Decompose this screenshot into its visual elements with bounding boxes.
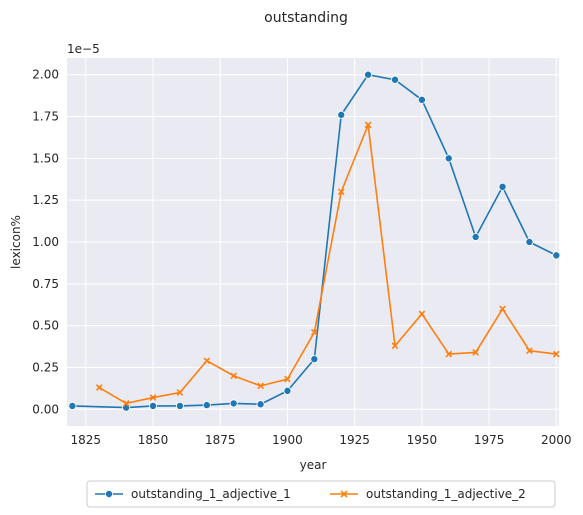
- data-point-2: [284, 375, 291, 383]
- data-point-2: [176, 389, 184, 396]
- data-point-1: [498, 182, 507, 191]
- data-point-1: [175, 401, 184, 410]
- y-tick-label: 1.25: [32, 193, 59, 207]
- data-point-1: [337, 110, 346, 119]
- data-point-2: [122, 400, 130, 407]
- data-point-1: [471, 232, 480, 241]
- y-tick-label: 1.75: [32, 110, 59, 124]
- data-point-2: [337, 188, 345, 196]
- data-point-1: [256, 400, 265, 409]
- y-tick-label: 1.00: [32, 235, 59, 249]
- data-point-2: [526, 347, 533, 355]
- grid: [67, 58, 559, 426]
- data-point-1: [229, 399, 238, 408]
- y-tick-label: 2.00: [32, 68, 59, 82]
- legend-box: [86, 480, 556, 508]
- legend-label-1: outstanding_1_adjective_1: [131, 487, 291, 501]
- y-tick-label: 0.25: [32, 360, 59, 374]
- data-point-2: [203, 357, 211, 365]
- data-point-1: [310, 355, 319, 364]
- series-layer: [68, 70, 561, 412]
- data-point-1: [364, 70, 373, 79]
- y-tick-label: 0.00: [32, 402, 59, 416]
- x-tick-label: 1925: [339, 433, 370, 447]
- data-point-2: [149, 394, 157, 401]
- x-tick-label: 1900: [272, 433, 303, 447]
- data-point-2: [95, 384, 103, 391]
- data-point-2: [552, 350, 560, 358]
- x-tick-label: 1850: [138, 433, 169, 447]
- y-axis-label: lexicon%: [9, 215, 23, 269]
- legend-label-2: outstanding_1_adjective_2: [366, 487, 526, 501]
- data-point-1: [68, 401, 77, 410]
- series-line-1: [72, 73, 557, 409]
- legend-marker-x-icon: [340, 490, 348, 498]
- legend-marker-circle-icon: [105, 489, 114, 498]
- y-tick-label: 1.50: [32, 151, 59, 165]
- data-point-2: [445, 350, 453, 358]
- x-axis-ticks: 1825 1850 1875 1900 1925 1950 1975 2000: [71, 433, 572, 447]
- data-point-2: [364, 121, 372, 129]
- data-point-2: [230, 372, 238, 380]
- data-point-1: [149, 401, 158, 410]
- x-axis-label: year: [300, 458, 327, 472]
- data-point-1: [283, 386, 292, 395]
- data-point-1: [552, 251, 561, 260]
- data-point-2: [499, 305, 506, 313]
- data-point-2: [257, 382, 264, 390]
- data-point-1: [525, 237, 534, 246]
- data-point-2: [391, 342, 399, 350]
- x-tick-label: 1875: [205, 433, 236, 447]
- data-point-2: [418, 310, 426, 318]
- series-line-2: [98, 124, 557, 405]
- chart-title: outstanding: [264, 10, 348, 26]
- data-point-1: [202, 401, 211, 410]
- x-tick-label: 1825: [71, 433, 102, 447]
- legend: outstanding_1_adjective_1 outstanding_1_…: [86, 480, 556, 508]
- y-tick-label: 0.50: [32, 319, 59, 333]
- data-point-1: [390, 75, 399, 84]
- y-tick-label: 0.75: [32, 277, 59, 291]
- x-tick-label: 1950: [407, 433, 438, 447]
- x-tick-label: 1975: [474, 433, 505, 447]
- data-point-1: [417, 95, 426, 104]
- x-tick-label: 2000: [541, 433, 572, 447]
- data-point-2: [310, 328, 318, 336]
- data-point-2: [472, 349, 480, 356]
- y-scale-label: 1e−5: [67, 42, 100, 56]
- data-point-1: [444, 154, 453, 163]
- y-axis-ticks: 0.00 0.25 0.50 0.75 1.00 1.25 1.50 1.75 2.00: [32, 68, 59, 417]
